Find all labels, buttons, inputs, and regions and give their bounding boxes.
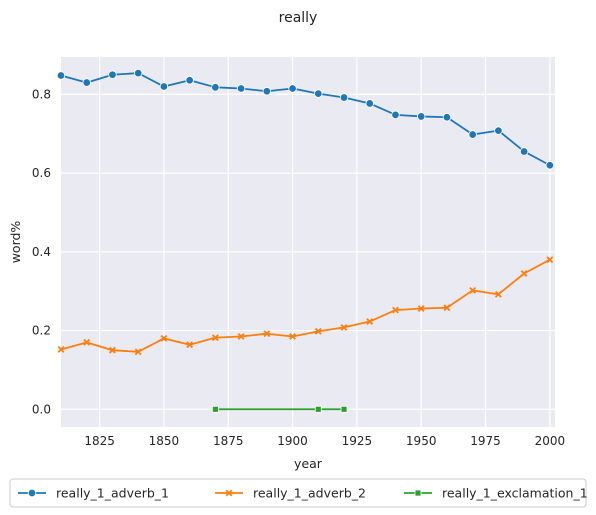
x-tick-label: 1875: [213, 434, 244, 448]
data-point: [108, 70, 117, 79]
data-point: [263, 330, 271, 338]
data-point: [545, 161, 555, 170]
data-point: [392, 306, 399, 314]
data-point: [314, 89, 323, 98]
legend: really_1_adverb_1 really_1_adverb_2 really…: [9, 478, 588, 508]
data-point: [185, 76, 194, 85]
data-point: [468, 130, 477, 139]
series-really_1_adverb_1: [56, 68, 555, 170]
data-point: [186, 341, 194, 349]
data-point: [134, 348, 142, 356]
series-really_1_adverb_2: [57, 256, 554, 356]
data-point: [314, 405, 322, 413]
data-point: [314, 327, 322, 335]
data-point: [83, 338, 91, 346]
x-axis-ticks: 1825 1850 1875 1900 1925 1950 1975 2000: [84, 434, 565, 448]
legend-marker: [225, 489, 233, 497]
data-point: [494, 290, 502, 298]
data-point: [288, 84, 297, 93]
legend-marker: [27, 488, 37, 498]
x-tick-label: 1900: [277, 434, 308, 448]
data-point: [211, 334, 219, 342]
y-tick-label: 0.8: [32, 87, 51, 101]
data-point: [340, 323, 348, 331]
data-point: [494, 126, 503, 135]
data-point: [211, 83, 220, 92]
data-point: [160, 334, 168, 342]
legend-marker: [414, 489, 422, 497]
data-point: [365, 99, 374, 108]
data-point: [56, 71, 66, 80]
y-tick-label: 0.6: [32, 166, 51, 180]
x-tick-label: 1975: [470, 434, 501, 448]
legend-item: really_1_adverb_1: [18, 486, 169, 501]
data-point: [82, 78, 91, 87]
data-point: [262, 87, 272, 96]
chart-title: really: [279, 10, 318, 26]
data-point: [109, 346, 116, 354]
data-point: [339, 93, 349, 102]
data-point: [211, 405, 219, 413]
x-tick-label: 2000: [535, 434, 566, 448]
x-tick-label: 1825: [84, 434, 115, 448]
legend-item: really_1_exclamation_1: [404, 486, 588, 501]
data-point: [366, 318, 374, 325]
legend-label: really_1_adverb_2: [253, 486, 366, 501]
data-point: [237, 333, 245, 340]
data-point: [519, 147, 529, 156]
data-point: [391, 110, 400, 120]
data-point: [442, 113, 452, 122]
legend-item: really_1_adverb_2: [215, 486, 366, 501]
data-point: [417, 112, 426, 121]
series-layer: [56, 68, 555, 413]
y-tick-label: 0.4: [32, 245, 51, 259]
data-point: [236, 84, 246, 93]
legend-label: really_1_exclamation_1: [442, 486, 588, 501]
y-axis-ticks: 0.0 0.2 0.4 0.6 0.8: [32, 87, 51, 416]
data-point: [443, 304, 451, 312]
data-point: [520, 270, 528, 277]
series-really_1_exclamation_1: [211, 405, 348, 413]
data-point: [417, 305, 425, 312]
legend-label: really_1_adverb_1: [56, 486, 169, 501]
plot-area: [61, 57, 555, 427]
data-point: [289, 333, 296, 340]
series-line: [60, 258, 551, 353]
series-line: [60, 72, 551, 167]
data-point: [159, 82, 169, 91]
y-tick-label: 0.0: [32, 402, 51, 416]
x-axis-label: year: [294, 456, 323, 471]
y-tick-label: 0.2: [32, 324, 51, 338]
data-point: [133, 68, 143, 78]
data-point: [546, 256, 554, 264]
data-point: [340, 405, 348, 413]
legend-frame: [9, 478, 587, 508]
y-axis-label: word%: [8, 221, 23, 264]
data-point: [57, 346, 65, 353]
x-tick-label: 1925: [342, 434, 373, 448]
data-point: [469, 286, 477, 294]
x-tick-label: 1950: [406, 434, 437, 448]
x-tick-label: 1850: [149, 434, 180, 448]
